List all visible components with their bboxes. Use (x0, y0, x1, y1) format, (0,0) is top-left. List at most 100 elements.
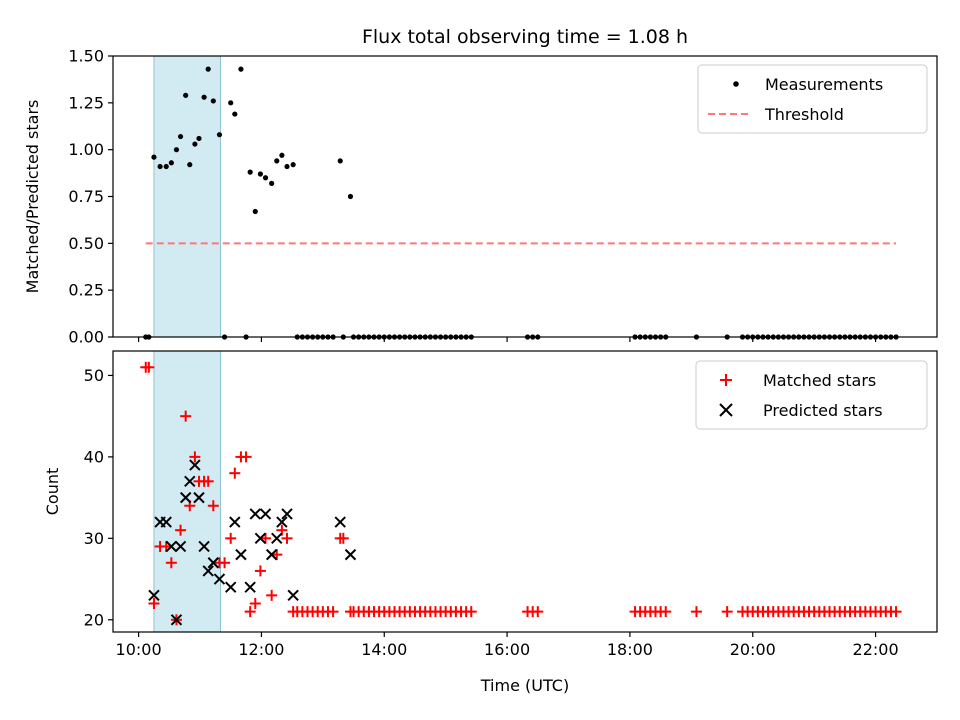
predicted-star-point (287, 589, 299, 602)
y-tick-label: 1.00 (68, 140, 104, 159)
predicted-star-point (229, 516, 241, 528)
measurement-point (262, 175, 269, 181)
matched-star-point (189, 451, 201, 463)
matched-star-point (160, 540, 172, 552)
count-panel-frame (112, 350, 938, 633)
predicted-star-point (271, 532, 283, 545)
legend-marker-measurements (733, 81, 739, 87)
shaded-interval (153, 55, 221, 338)
legend-label-predicted: Predicted stars (763, 401, 883, 420)
predicted-star-point (276, 516, 288, 528)
x-tick-label: 14:00 (361, 640, 407, 659)
measurement-point (228, 100, 234, 106)
predicted-star-point (254, 532, 267, 545)
matched-star-point (260, 532, 272, 544)
predicted-star-point (225, 581, 237, 593)
y-tick-label: 30 (84, 529, 104, 548)
matched-star-point (148, 597, 160, 609)
predicted-star-point (249, 508, 261, 520)
predicted-star-point (165, 540, 178, 553)
y-tick-label: 40 (84, 447, 104, 466)
predicted-star-point (265, 548, 278, 561)
x-tick-label: 16:00 (484, 640, 530, 659)
measurement-point (173, 147, 180, 153)
predicted-star-point (198, 540, 210, 553)
y-tick-label: 0.75 (68, 187, 104, 206)
count-y-axis-label: Count (43, 468, 62, 516)
x-axis-label: Time (UTC) (480, 676, 569, 695)
legend-label-measurements: Measurements (765, 75, 883, 94)
matched-star-point (219, 557, 231, 569)
measurement-point (269, 180, 275, 186)
predicted-star-point (213, 573, 226, 585)
count-panel: 10:00 12:00 14:00 16:00 18:00 20:00 22:00 20 30 4… (43, 350, 938, 695)
matched-star-point (465, 606, 477, 618)
y-tick-label: 0.50 (68, 234, 104, 253)
ratio-legend: Measurements Threshold (697, 64, 928, 134)
matched-star-point (327, 606, 339, 618)
measurement-point (216, 132, 223, 138)
count-legend: Matched stars Predicted stars (695, 360, 928, 430)
x-tick-label: 12:00 (238, 640, 284, 659)
chart-title: Flux total observing time = 1.08 h (362, 26, 688, 48)
predicted-star-point (202, 565, 214, 577)
matched-star-point (180, 410, 192, 422)
predicted-star-point (179, 491, 192, 504)
measurement-point (284, 163, 290, 170)
measurement-point (177, 133, 184, 140)
ratio-y-axis-label: Matched/Predicted stars (23, 100, 42, 294)
matched-star-point (202, 475, 214, 487)
x-tick-label: 18:00 (607, 640, 653, 659)
matched-star-point (532, 606, 544, 618)
legend-marker-matched (720, 374, 732, 386)
x-tick-label: 10:00 (116, 640, 162, 659)
legend-label-threshold: Threshold (764, 105, 844, 124)
x-tick-label: 20:00 (730, 640, 776, 659)
y-tick-label: 0.00 (68, 328, 104, 347)
predicted-star-point (189, 459, 201, 471)
predicted-star-point (170, 614, 183, 626)
shaded-interval (153, 350, 221, 633)
legend-label-matched: Matched stars (763, 371, 876, 390)
matched-star-point (281, 532, 293, 544)
measurement-point (201, 94, 207, 100)
matched-star-point (254, 565, 266, 577)
measurement-point (205, 66, 211, 72)
measurement-point (210, 98, 216, 104)
matched-star-point (721, 606, 733, 618)
predicted-star-point (334, 516, 346, 528)
matched-star-point (249, 597, 261, 609)
measurement-point (157, 163, 163, 170)
predicted-star-point (344, 548, 357, 561)
measurement-point (279, 152, 285, 158)
matched-star-point (690, 606, 702, 618)
measurement-point (163, 163, 169, 170)
measurement-point (232, 111, 238, 117)
predicted-star-point (259, 508, 272, 520)
measurement-point (337, 158, 343, 164)
measurement-point (247, 169, 253, 175)
matched-star-point (229, 467, 241, 479)
matched-star-point (225, 532, 237, 544)
measurement-point (187, 162, 193, 168)
y-tick-label: 50 (84, 366, 104, 385)
matched-star-point (890, 606, 902, 618)
measurement-point (238, 66, 244, 72)
predicted-star-point (207, 557, 220, 569)
matched-star-point (266, 589, 278, 601)
ratio-panel: 0.00 0.25 0.50 0.75 1.00 1.25 1.50 Matched/Pre… (23, 47, 938, 347)
measurement-point (274, 158, 280, 164)
y-tick-label: 1.50 (68, 47, 104, 66)
measurement-point (168, 160, 174, 166)
measurement-point (257, 171, 263, 177)
predicted-star-point (174, 540, 187, 553)
matched-star-point (165, 557, 177, 569)
y-tick-label: 20 (84, 610, 104, 629)
predicted-star-point (235, 548, 247, 561)
legend-marker-predicted (719, 403, 733, 417)
predicted-star-point (244, 581, 256, 593)
predicted-star-point (281, 508, 293, 520)
measurement-point (290, 162, 296, 168)
measurement-point (347, 193, 354, 200)
